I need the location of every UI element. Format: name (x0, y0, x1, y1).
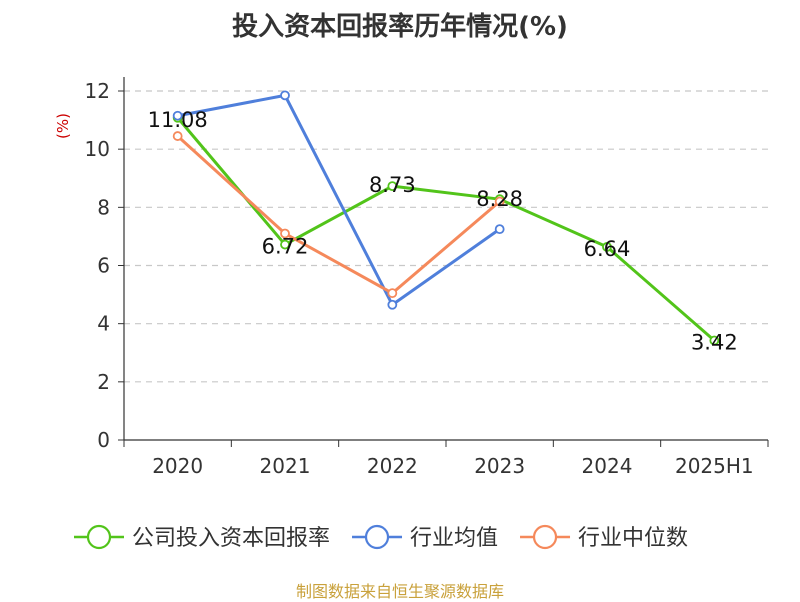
x-tick-label: 2021 (260, 454, 311, 478)
data-point (387, 299, 398, 310)
x-tick-label: 2020 (152, 454, 203, 478)
data-point (172, 110, 183, 121)
legend-marker-0 (86, 524, 112, 550)
y-tick-label: 2 (97, 370, 110, 394)
data-label: 6.72 (262, 235, 309, 259)
y-tick-label: 8 (97, 195, 110, 219)
data-label: 11.08 (148, 108, 208, 132)
y-tick-label: 4 (97, 312, 110, 336)
y-tick-label: 10 (85, 137, 110, 161)
x-tick-label: 2022 (367, 454, 418, 478)
data-label: 3.42 (691, 331, 738, 355)
legend-marker-1 (364, 524, 390, 550)
chart-title: 投入资本回报率历年情况(%) (232, 12, 568, 42)
data-point (387, 288, 398, 299)
series-line-1 (177, 93, 501, 307)
data-point (602, 241, 612, 252)
data-label: 6.64 (584, 237, 631, 261)
y-tick-label: 0 (97, 428, 110, 452)
data-point (494, 196, 505, 207)
data-point (280, 239, 290, 250)
x-tick-label: 2024 (582, 454, 633, 478)
x-tick-label: 2025H1 (675, 454, 754, 478)
series-line-0 (176, 116, 716, 342)
legend-label: 公司投入资本回报率 (132, 526, 330, 551)
legend-label: 行业均值 (410, 526, 498, 551)
y-tick-label: 6 (97, 254, 110, 278)
data-point (387, 181, 398, 192)
x-tick-label: 2023 (474, 454, 525, 478)
legend-marker-2 (532, 524, 558, 550)
data-point (494, 224, 505, 235)
data-point (280, 228, 290, 239)
data-label: 8.73 (369, 173, 416, 197)
legend-label: 行业中位数 (578, 526, 688, 551)
series-line-2 (176, 134, 501, 295)
y-tick-label: 12 (85, 79, 110, 103)
footer-source: 制图数据来自恒生聚源数据库 (295, 582, 504, 601)
data-point (172, 131, 183, 141)
data-label: 8.28 (476, 187, 523, 211)
data-point (280, 90, 290, 101)
y-axis-label: (%) (54, 113, 72, 139)
data-point (709, 335, 720, 346)
